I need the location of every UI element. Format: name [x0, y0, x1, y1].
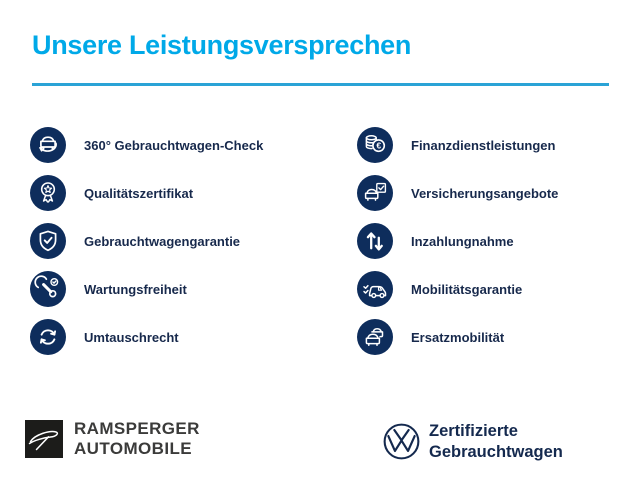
promise-label: Mobilitätsgarantie [411, 281, 523, 297]
promise-label: 360° Gebrauchtwagen-Check [84, 137, 264, 153]
brand-name-line1: Zertifizierte [429, 422, 518, 440]
promise-label: Ersatzmobilität [411, 329, 505, 345]
promise-item: Inzahlungnahme [357, 223, 558, 259]
promise-item: Wartungsfreiheit [30, 271, 263, 307]
promise-label: Gebrauchtwagengarantie [84, 233, 241, 249]
promise-label: Wartungsfreiheit [84, 281, 187, 297]
promise-item: € Finanzdienstleistungen [357, 127, 558, 163]
dealer-name: RAMSPERGER AUTOMOBILE [74, 419, 200, 458]
title-underline [32, 83, 609, 86]
promise-item: Mobilitätsgarantie [357, 271, 558, 307]
coins-euro-icon: € [357, 127, 393, 163]
promise-label: Qualitätszertifikat [84, 185, 194, 201]
shield-check-icon [30, 223, 66, 259]
promise-column-left: 360° Gebrauchtwagen-Check Qualitätszerti… [30, 127, 263, 355]
promise-column-right: € Finanzdienstleistungen Versicherungsan… [357, 127, 558, 355]
promise-item: 360° Gebrauchtwagen-Check [30, 127, 263, 163]
promise-label: Versicherungsangebote [411, 185, 559, 201]
euro-symbol: € [376, 141, 381, 151]
dealer-logo-block: RAMSPERGER AUTOMOBILE [25, 419, 200, 458]
promise-item: Qualitätszertifikat [30, 175, 263, 211]
arrows-up-down-icon [357, 223, 393, 259]
promise-item: Ersatzmobilität [357, 319, 558, 355]
promise-item: Umtauschrecht [30, 319, 263, 355]
dealer-name-line1: RAMSPERGER [74, 419, 200, 438]
ramsperger-logo-icon [25, 419, 63, 458]
two-cars-icon [357, 319, 393, 355]
brand-logo-block: Zertifizierte Gebrauchtwagen [383, 421, 563, 462]
promise-label: Inzahlungnahme [411, 233, 514, 249]
page-title: Unsere Leistungsversprechen [32, 30, 412, 60]
car-360-check-icon [30, 127, 66, 163]
promise-label: Umtauschrecht [84, 329, 179, 345]
exchange-arrows-icon [30, 319, 66, 355]
van-speed-icon [357, 271, 393, 307]
vw-logo-icon [383, 423, 420, 460]
brand-name-line2: Gebrauchtwagen [429, 442, 563, 461]
quality-seal-icon [30, 175, 66, 211]
car-policy-check-icon [357, 175, 393, 211]
promise-item: Gebrauchtwagengarantie [30, 223, 263, 259]
brand-name: Zertifizierte Gebrauchtwagen [429, 421, 563, 462]
dealer-name-line2: AUTOMOBILE [74, 438, 192, 458]
promise-item: Versicherungsangebote [357, 175, 558, 211]
promise-label: Finanzdienstleistungen [411, 137, 556, 153]
wrench-check-icon [30, 271, 66, 307]
